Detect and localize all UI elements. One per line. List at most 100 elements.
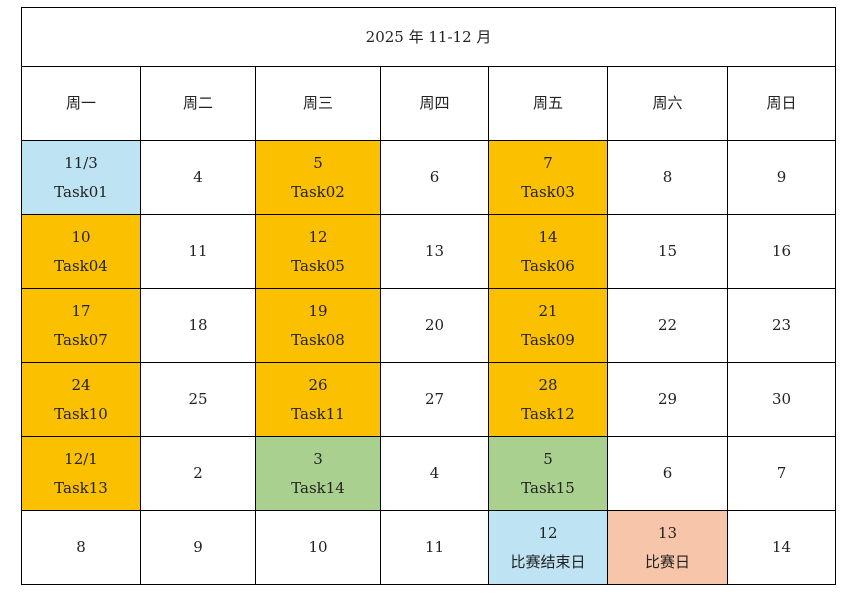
week-row: 12/1 Task13 2 3 Task14 4 5 Task15 6 7 (21, 436, 837, 511)
day-date: 11/3 (64, 153, 98, 172)
day-date: 26 (308, 375, 328, 394)
day-date: 4 (193, 168, 203, 186)
day-date: 13 (424, 242, 445, 260)
day-cell: 11 (380, 510, 489, 585)
day-cell: 2 (140, 436, 256, 511)
day-date: 11 (188, 242, 208, 260)
day-cell: 14 (726, 510, 837, 585)
week-row: 11/3 Task01 4 5 Task02 6 7 Task03 8 9 (21, 140, 837, 215)
day-task-label: Task14 (291, 478, 345, 497)
day-task-label: Task07 (54, 330, 108, 349)
day-cell: 16 (726, 214, 837, 289)
week-row: 24 Task10 25 26 Task11 27 28 Task12 29 30 (21, 362, 837, 437)
day-task-label: 比赛结束日 (510, 552, 586, 571)
day-cell: 7 (726, 436, 837, 511)
day-cell: 7 Task03 (488, 140, 608, 215)
day-task-label: Task02 (291, 182, 345, 201)
day-date: 30 (771, 390, 792, 408)
day-date: 8 (662, 168, 673, 186)
calendar-title: 2025 年 11-12 月 (20, 7, 837, 67)
day-date: 11 (424, 538, 445, 556)
day-task-label: Task15 (521, 478, 575, 497)
day-date: 9 (193, 538, 203, 556)
day-date: 5 (543, 449, 553, 468)
day-date: 2 (193, 464, 203, 482)
day-cell: 13 (380, 214, 489, 289)
day-date: 4 (429, 464, 440, 482)
day-task-label: 比赛日 (644, 552, 690, 571)
day-date: 21 (538, 301, 558, 320)
day-cell: 27 (380, 362, 489, 437)
calendar-table: 2025 年 11-12 月 周一 周二 周三 周四 周五 周六 周日 11/3 Task01… (20, 7, 837, 585)
day-date: 10 (71, 227, 91, 246)
day-cell: 17 Task07 (21, 288, 141, 363)
day-cell: 12 比赛结束日 (488, 510, 608, 585)
day-cell: 6 (607, 436, 728, 511)
day-cell: 11 (140, 214, 256, 289)
day-cell: 21 Task09 (488, 288, 608, 363)
day-task-label: Task13 (54, 478, 108, 497)
week-row: 10 Task04 11 12 Task05 13 14 Task06 15 16 (21, 214, 837, 289)
day-date: 7 (776, 464, 787, 482)
day-task-label: Task09 (521, 330, 575, 349)
day-cell: 19 Task08 (255, 288, 381, 363)
day-date: 27 (424, 390, 445, 408)
day-cell: 10 (255, 510, 381, 585)
day-cell: 23 (726, 288, 837, 363)
day-cell: 26 Task11 (255, 362, 381, 437)
day-task-label: Task12 (521, 404, 575, 423)
weekday-header: 周三 (255, 66, 381, 141)
day-cell: 14 Task06 (488, 214, 608, 289)
day-date: 9 (776, 168, 787, 186)
day-cell: 4 (140, 140, 256, 215)
day-cell: 10 Task04 (21, 214, 141, 289)
day-date: 8 (76, 538, 86, 556)
weekday-header: 周二 (140, 66, 256, 141)
day-cell: 20 (380, 288, 489, 363)
day-date: 15 (657, 242, 678, 260)
day-task-label: Task03 (521, 182, 575, 201)
day-task-label: Task01 (54, 182, 108, 201)
day-date: 10 (308, 538, 328, 556)
day-date: 6 (662, 464, 673, 482)
day-cell: 25 (140, 362, 256, 437)
day-date: 16 (771, 242, 792, 260)
day-date: 6 (429, 168, 440, 186)
day-date: 17 (71, 301, 91, 320)
day-cell: 12 Task05 (255, 214, 381, 289)
day-task-label: Task06 (521, 256, 575, 275)
day-date: 29 (657, 390, 678, 408)
day-cell: 4 (380, 436, 489, 511)
day-date: 12 (308, 227, 328, 246)
day-date: 22 (657, 316, 678, 334)
day-cell: 11/3 Task01 (21, 140, 141, 215)
day-date: 25 (188, 390, 208, 408)
weekday-header: 周日 (726, 66, 837, 141)
day-task-label: Task05 (291, 256, 345, 275)
day-date: 12/1 (64, 449, 98, 468)
day-date: 14 (771, 538, 792, 556)
day-date: 18 (188, 316, 208, 334)
day-date: 3 (313, 449, 323, 468)
weekday-header: 周六 (607, 66, 728, 141)
day-cell: 15 (607, 214, 728, 289)
day-cell: 5 Task02 (255, 140, 381, 215)
day-date: 7 (543, 153, 553, 172)
day-date: 23 (771, 316, 792, 334)
day-date: 24 (71, 375, 91, 394)
week-row: 8 9 10 11 12 比赛结束日 13 比赛日 14 (21, 510, 837, 585)
day-date: 19 (308, 301, 328, 320)
day-date: 12 (538, 523, 558, 542)
day-cell: 6 (380, 140, 489, 215)
day-cell: 8 (607, 140, 728, 215)
day-date: 14 (538, 227, 558, 246)
day-cell: 3 Task14 (255, 436, 381, 511)
day-cell: 24 Task10 (21, 362, 141, 437)
day-cell: 30 (726, 362, 837, 437)
day-cell: 9 (140, 510, 256, 585)
day-cell: 13 比赛日 (607, 510, 728, 585)
day-cell: 9 (726, 140, 837, 215)
day-cell: 29 (607, 362, 728, 437)
day-cell: 28 Task12 (488, 362, 608, 437)
day-date: 20 (424, 316, 445, 334)
